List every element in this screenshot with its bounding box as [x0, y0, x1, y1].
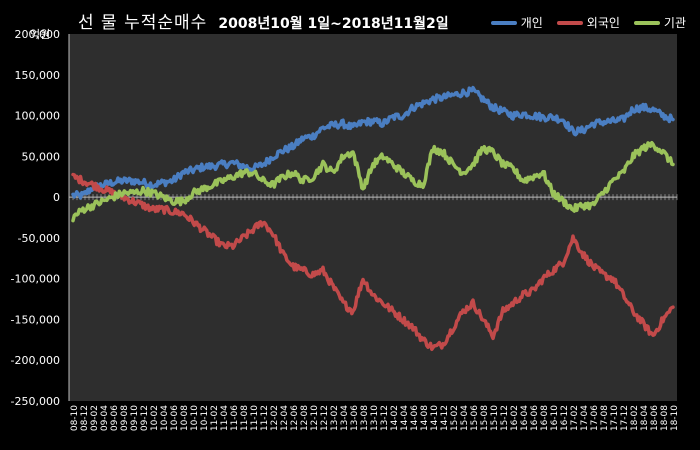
y-tick-label: 50,000 [22, 150, 61, 163]
x-tick-label: 12-06 [290, 405, 300, 431]
x-tick-label: 17-06 [590, 405, 600, 431]
x-tick-label: 09-10 [130, 405, 140, 431]
x-tick-label: 10-04 [160, 405, 170, 431]
legend-label-institution: 기관 [663, 16, 686, 30]
x-tick-label: 16-04 [520, 405, 530, 431]
series-group [71, 85, 675, 352]
x-tick-label: 17-04 [580, 405, 590, 431]
y-tick-label: -200,000 [11, 354, 60, 367]
x-tick-label: 18-02 [630, 405, 640, 431]
x-tick-label: 14-10 [430, 405, 440, 431]
plot-area [69, 34, 677, 401]
series-line-1 [71, 172, 675, 352]
x-tick-label: 09-02 [90, 405, 100, 431]
x-tick-label: 18-04 [640, 405, 650, 431]
x-tick-label: 17-10 [610, 405, 620, 431]
x-tick-label: 09-06 [110, 405, 120, 431]
legend: 개인 외국인 기관 [490, 14, 686, 31]
x-tick-label: 14-06 [410, 405, 420, 431]
legend-swatch-institution [633, 20, 660, 25]
x-tick-label: 17-12 [620, 405, 630, 431]
y-tick-label: 0 [53, 191, 60, 204]
x-tick-label: 09-12 [140, 405, 150, 431]
x-tick-label: 13-06 [350, 405, 360, 431]
x-tick-label: 10-02 [150, 405, 160, 431]
series-line-0 [71, 85, 675, 200]
x-tick-label: 10-10 [190, 405, 200, 431]
x-tick-label: 13-12 [380, 405, 390, 431]
legend-item-retail: 개인 [490, 14, 543, 31]
chart-subtitle: 2008년10월 1일~2018년11월2일 [218, 16, 449, 32]
x-tick-label: 16-10 [550, 405, 560, 431]
x-tick-label: 18-06 [650, 405, 660, 431]
y-tick-label: -150,000 [11, 313, 60, 326]
y-axis-unit-label: 억원 [30, 28, 51, 41]
x-tick-label: 13-04 [340, 405, 350, 431]
x-tick-label: 15-12 [500, 405, 510, 431]
x-tick-label: 15-10 [490, 405, 500, 431]
y-tick-label: -250,000 [11, 395, 60, 408]
x-tick-label: 16-02 [510, 405, 520, 431]
x-tick-labels: 08-10 08-12 09-02 09-04 09-06 09-08 09-10 09-12… [70, 405, 680, 431]
x-tick-label: 13-10 [370, 405, 380, 431]
x-tick-label: 15-08 [480, 405, 490, 431]
y-tick-label: 200,000 [15, 28, 61, 41]
legend-item-institution: 기관 [633, 14, 686, 31]
x-tick-label: 12-02 [270, 405, 280, 431]
x-tick-label: 13-08 [360, 405, 370, 431]
x-tick-label: 13-02 [330, 405, 340, 431]
x-tick-label: 14-08 [420, 405, 430, 431]
x-tick-label: 16-08 [540, 405, 550, 431]
x-tick-label: 14-12 [440, 405, 450, 431]
legend-label-foreign: 외국인 [586, 16, 620, 30]
y-tick-label: 100,000 [15, 110, 61, 123]
x-tick-label: 11-10 [250, 405, 260, 431]
x-tick-label: 08-10 [70, 405, 80, 431]
x-tick-label: 08-12 [80, 405, 90, 431]
x-tick-label: 12-10 [310, 405, 320, 431]
chart-title-block: 선 물 누적순매수 2008년10월 1일~2018년11월2일 [78, 8, 449, 33]
x-tick-label: 09-08 [120, 405, 130, 431]
y-tick-label: 150,000 [15, 69, 61, 82]
legend-swatch-foreign [556, 20, 583, 25]
x-tick-label: 14-04 [400, 405, 410, 431]
y-tick-label: -100,000 [11, 273, 60, 286]
x-tick-label: 10-06 [170, 405, 180, 431]
x-tick-label: 14-02 [390, 405, 400, 431]
x-tick-label: 11-12 [260, 405, 270, 431]
series-line-2 [71, 140, 675, 223]
y-tick-label: -50,000 [18, 232, 60, 245]
x-tick-label: 11-08 [240, 405, 250, 431]
x-tick-label: 10-12 [200, 405, 210, 431]
x-tick-label: 11-02 [210, 405, 220, 431]
x-tick-label: 18-08 [660, 405, 670, 431]
x-tick-label: 10-08 [180, 405, 190, 431]
x-tick-label: 17-08 [600, 405, 610, 431]
x-tick-label: 09-04 [100, 405, 110, 431]
x-tick-label: 12-12 [320, 405, 330, 431]
y-tick-labels: 200,000 150,000 100,000 50,000 0 -50,000 -100,… [11, 28, 60, 408]
x-tick-label: 16-12 [560, 405, 570, 431]
x-tick-label: 12-08 [300, 405, 310, 431]
legend-item-foreign: 외국인 [556, 14, 620, 31]
x-tick-label: 17-02 [570, 405, 580, 431]
x-tick-label: 12-04 [280, 405, 290, 431]
x-tick-label: 15-02 [450, 405, 460, 431]
x-tick-label: 18-10 [670, 405, 680, 431]
x-tick-label: 11-04 [220, 405, 230, 431]
x-tick-label: 15-04 [460, 405, 470, 431]
x-tick-label: 16-06 [530, 405, 540, 431]
legend-swatch-retail [490, 20, 517, 25]
x-tick-label: 15-06 [470, 405, 480, 431]
x-tick-label: 11-06 [230, 405, 240, 431]
chart-title: 선 물 누적순매수 [78, 13, 208, 33]
legend-label-retail: 개인 [520, 16, 543, 30]
